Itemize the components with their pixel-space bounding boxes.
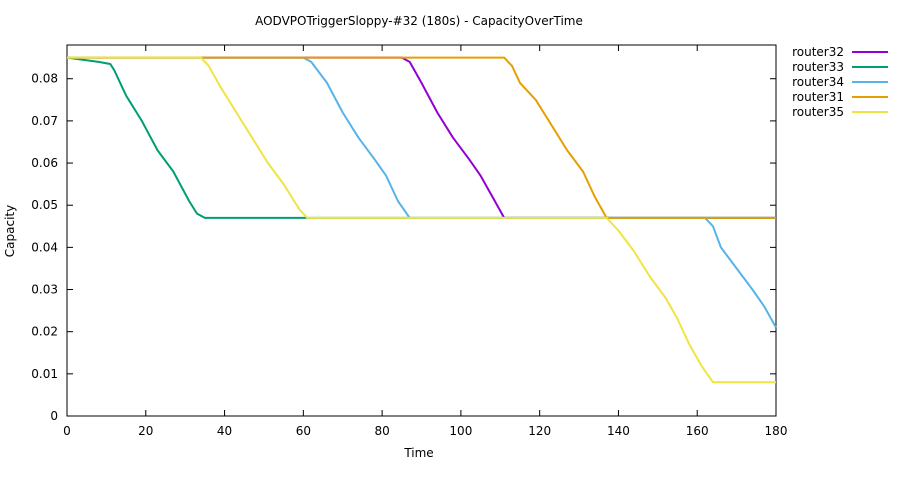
series-lines (66, 56, 777, 384)
legend-label-router33: router33 (792, 60, 844, 74)
series-line-router35 (67, 56, 776, 384)
y-tick-label: 0.08 (31, 72, 58, 86)
x-tick-label: 180 (765, 424, 788, 438)
legend-label-router31: router31 (792, 90, 844, 104)
x-tick-label: 160 (686, 424, 709, 438)
y-axis-label: Capacity (3, 205, 17, 257)
y-tick-label: 0.03 (31, 283, 58, 297)
x-tick-label: 120 (528, 424, 551, 438)
x-tick-label: 20 (138, 424, 153, 438)
x-tick-label: 100 (449, 424, 472, 438)
x-tick-label: 60 (296, 424, 311, 438)
x-tick-label: 80 (374, 424, 389, 438)
y-tick-label: 0.04 (31, 240, 58, 254)
series-line-router32 (67, 56, 776, 219)
x-tick-label: 0 (63, 424, 71, 438)
legend-label-router35: router35 (792, 105, 844, 119)
y-axis: 0 0.01 0.02 0.03 0.04 0.05 0.06 0.07 0.08 (31, 72, 776, 423)
x-tick-label: 140 (607, 424, 630, 438)
y-tick-label: 0.06 (31, 156, 58, 170)
x-axis-label: Time (403, 446, 433, 460)
chart-title: AODVPOTriggerSloppy-#32 (180s) - Capacit… (255, 14, 583, 28)
x-axis: 0 20 40 60 80 100 120 140 160 180 (63, 45, 787, 438)
legend-label-router32: router32 (792, 45, 844, 59)
legend-label-router34: router34 (792, 75, 844, 89)
series-line-router33 (66, 56, 776, 219)
y-tick-label: 0.01 (31, 367, 58, 381)
y-tick-label: 0.02 (31, 325, 58, 339)
plot-frame (66, 44, 777, 417)
y-tick-label: 0.07 (31, 114, 58, 128)
series-line-router31 (67, 56, 776, 219)
x-tick-label: 40 (217, 424, 232, 438)
series-line-router34 (67, 56, 777, 328)
y-tick-label: 0.05 (31, 198, 58, 212)
y-tick-label: 0 (50, 409, 58, 423)
